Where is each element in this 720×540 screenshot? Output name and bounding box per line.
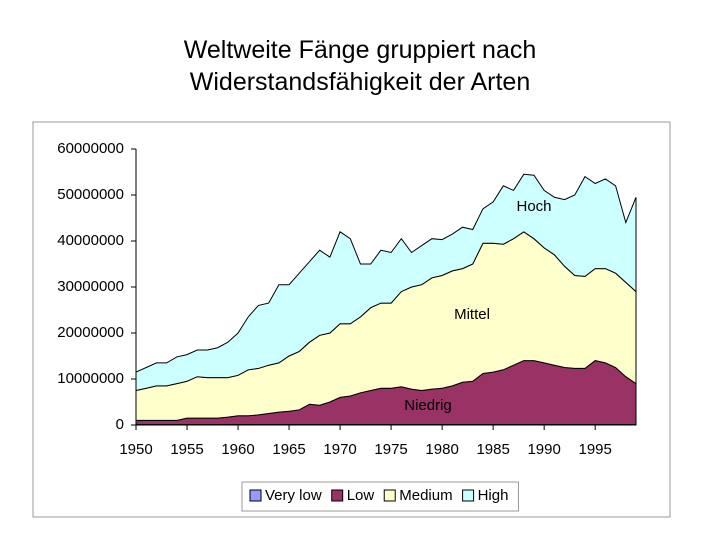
x-tick-label: 1980 xyxy=(425,441,458,458)
x-tick-label: 1950 xyxy=(119,441,152,458)
legend-swatch xyxy=(331,489,344,502)
x-tick-label: 1995 xyxy=(578,441,611,458)
x-tick-label: 1965 xyxy=(272,441,305,458)
legend-swatch xyxy=(383,489,396,502)
y-tick-label: 50000000 xyxy=(57,186,124,203)
x-tick-label: 1960 xyxy=(221,441,254,458)
y-tick-label: 40000000 xyxy=(57,232,124,249)
legend-label: High xyxy=(478,487,509,504)
chart-title: Weltweite Fänge gruppiert nach Widerstan… xyxy=(183,36,537,96)
x-tick-label: 1955 xyxy=(170,441,203,458)
annotation: Niedrig xyxy=(404,397,452,414)
legend: Very low Low Medium High xyxy=(241,481,519,512)
x-tick-label: 1970 xyxy=(323,441,356,458)
x-tick-label: 1975 xyxy=(374,441,407,458)
legend-label: Medium xyxy=(399,487,452,504)
area xyxy=(135,173,637,392)
y-tick-label: 20000000 xyxy=(57,324,124,341)
y-tick-label: 60000000 xyxy=(57,140,124,157)
y-tick-label: 0 xyxy=(116,416,124,433)
y-tick-label: 10000000 xyxy=(57,370,124,387)
y-tick-label: 30000000 xyxy=(57,278,124,295)
legend-label: Very low xyxy=(265,487,322,504)
legend-label: Low xyxy=(347,487,375,504)
x-tick-label: 1985 xyxy=(476,441,509,458)
legend-swatch xyxy=(462,489,475,502)
annotation: Hoch xyxy=(516,198,551,215)
x-tick-label: 1990 xyxy=(527,441,560,458)
legend-swatch xyxy=(249,489,262,502)
annotation: Mittel xyxy=(454,306,490,323)
